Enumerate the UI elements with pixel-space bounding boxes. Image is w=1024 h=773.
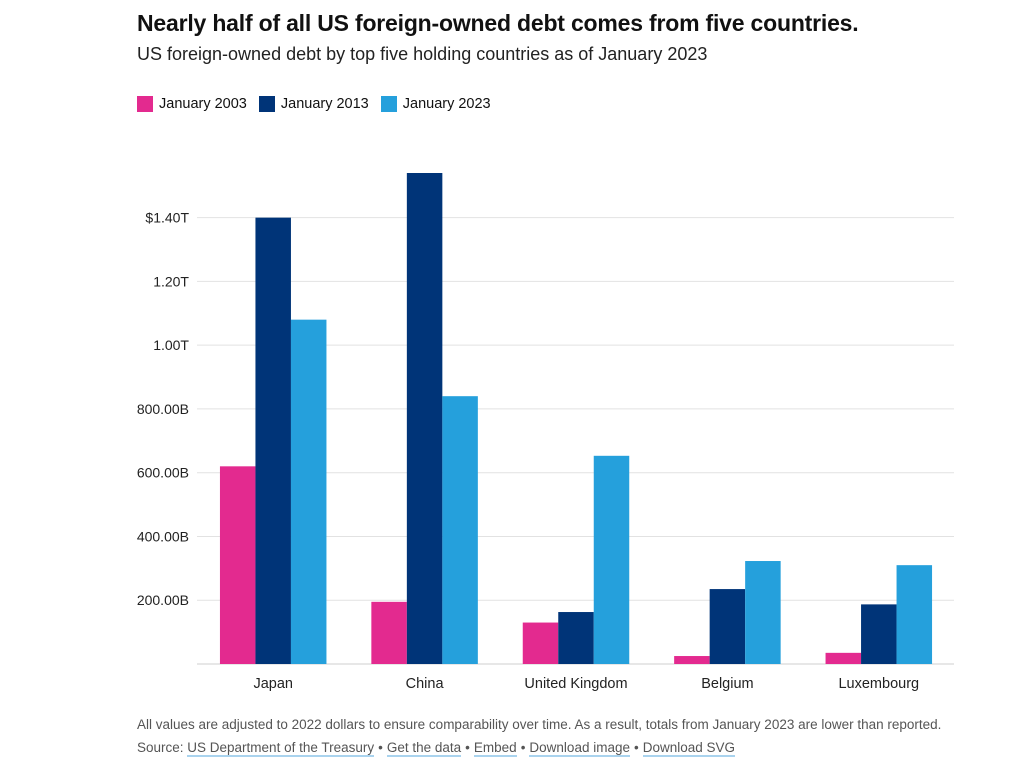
legend-label-2023: January 2023	[402, 96, 491, 112]
y-tick-label: $1.40T	[145, 210, 189, 226]
bar-belgium-2013	[709, 589, 746, 664]
y-tick-label: 400.00B	[137, 528, 189, 544]
bar-china-2003	[371, 601, 407, 664]
x-tick-label: Luxembourg	[838, 676, 919, 692]
chart-title: Nearly half of all US foreign-owned debt…	[137, 10, 859, 36]
x-tick-label: China	[406, 676, 445, 692]
bar-china-2023	[442, 396, 478, 664]
legend: January 2003 January 2013 January 2023	[137, 96, 503, 112]
bar-japan-2013	[255, 217, 291, 665]
y-tick-label: 1.20T	[153, 273, 189, 289]
source-separator: •	[633, 740, 639, 755]
bar-china-2013	[406, 173, 443, 664]
get-data-link[interactable]: Get the data	[386, 740, 462, 757]
source-line: Source: US Department of the Treasury • Ge…	[137, 740, 736, 757]
y-tick-label: 600.00B	[137, 465, 189, 481]
y-tick-label: 800.00B	[137, 401, 189, 417]
download-image-link[interactable]: Download image	[529, 740, 630, 757]
bar-japan-2003	[219, 466, 256, 664]
legend-item-2023: January 2023	[380, 96, 491, 112]
x-tick-label: Belgium	[701, 676, 753, 692]
embed-link[interactable]: Embed	[473, 740, 517, 757]
legend-swatch-2013	[258, 96, 275, 112]
bar-united-kingdom-2013	[558, 612, 594, 664]
legend-label-2013: January 2013	[280, 96, 369, 112]
bar-luxembourg-2003	[825, 652, 862, 664]
source-separator: •	[520, 740, 526, 755]
bar-japan-2023	[290, 319, 327, 664]
legend-label-2003: January 2003	[159, 96, 247, 112]
download-svg-link[interactable]: Download SVG	[642, 740, 736, 757]
bar-luxembourg-2013	[861, 604, 897, 664]
source-link-treasury[interactable]: US Department of the Treasury	[187, 740, 375, 757]
source-separator: •	[465, 740, 470, 755]
legend-swatch-2023	[380, 96, 397, 112]
x-tick-label: United Kingdom	[524, 676, 627, 692]
y-tick-label: 1.00T	[153, 337, 189, 353]
bar-united-kingdom-2003	[522, 622, 559, 664]
chart-subtitle: US foreign-owned debt by top five holdin…	[137, 44, 708, 64]
source-prefix: Source:	[137, 740, 188, 755]
bar-luxembourg-2023	[896, 565, 933, 664]
legend-swatch-2003	[137, 96, 153, 112]
legend-item-2003: January 2003	[137, 96, 247, 112]
bar-united-kingdom-2023	[593, 455, 630, 664]
bar-belgium-2003	[674, 656, 710, 664]
source-separator: •	[378, 740, 383, 755]
legend-item-2013: January 2013	[258, 96, 369, 112]
bar-belgium-2023	[745, 561, 781, 664]
x-tick-label: Japan	[253, 676, 293, 692]
footnote: All values are adjusted to 2022 dollars …	[137, 717, 942, 732]
y-tick-label: 200.00B	[137, 592, 189, 608]
